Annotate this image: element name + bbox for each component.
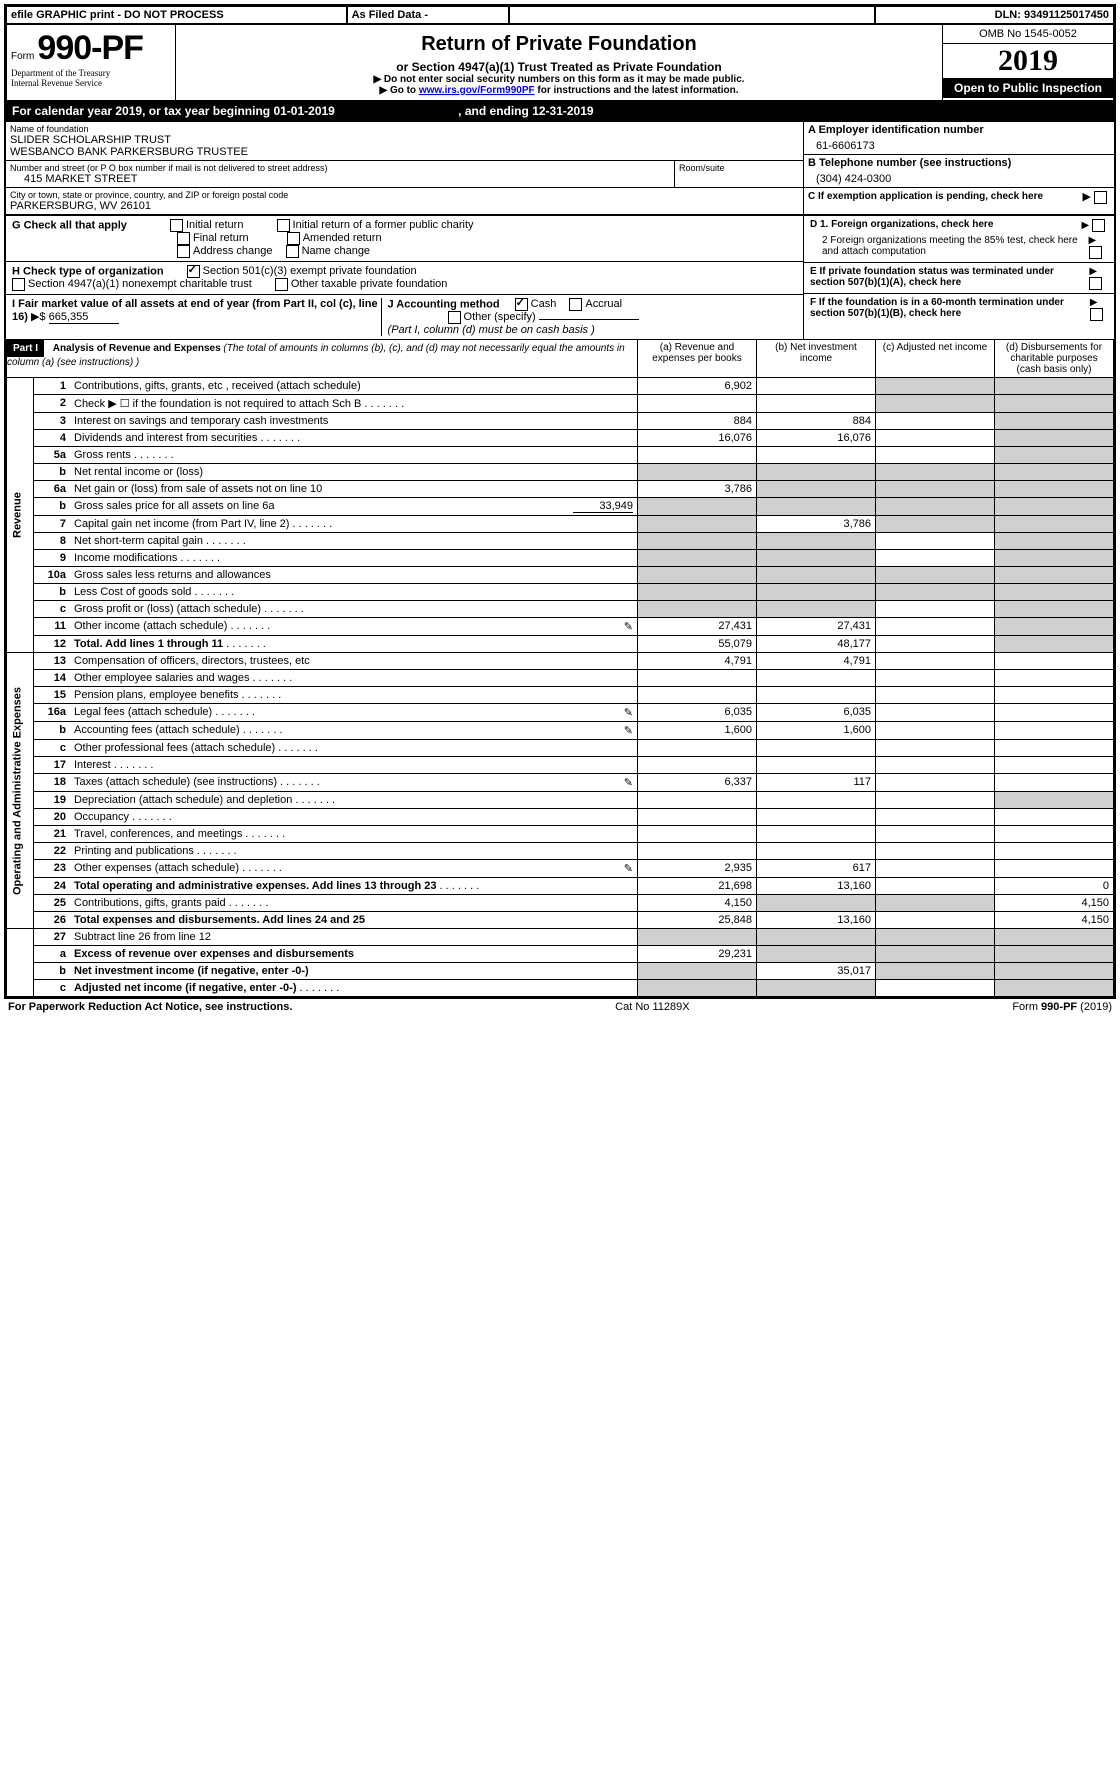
top-bar: efile GRAPHIC print - DO NOT PROCESS As … — [6, 6, 1114, 24]
asfiled: As Filed Data - — [347, 6, 510, 24]
phone: (304) 424-0300 — [808, 169, 1110, 185]
foundation-name-1: SLIDER SCHOLARSHIP TRUST — [10, 134, 799, 146]
form-id-block: Form 990-PF Department of the Treasury I… — [7, 25, 176, 100]
irs-link[interactable]: www.irs.gov/Form990PF — [419, 85, 535, 96]
section-h: H Check type of organization Section 501… — [6, 261, 803, 294]
city-state-zip: PARKERSBURG, WV 26101 — [10, 200, 799, 212]
checkbox-501c3[interactable] — [187, 265, 200, 278]
efile-notice: efile GRAPHIC print - DO NOT PROCESS — [6, 6, 347, 24]
section-j: J Accounting method Cash Accrual Other (… — [381, 298, 797, 336]
spacer — [509, 6, 875, 24]
street-address: 415 MARKET STREET — [10, 173, 670, 185]
part1-table: Part I Analysis of Revenue and Expenses … — [6, 339, 1114, 997]
calendar-year-row: For calendar year 2019, or tax year begi… — [6, 101, 1114, 121]
dln: DLN: 93491125017450 — [875, 6, 1114, 24]
form-title: Return of Private Foundation — [184, 33, 934, 56]
foundation-name-2: WESBANCO BANK PARKERSBURG TRUSTEE — [10, 146, 799, 158]
header-right: OMB No 1545-0052 2019 Open to Public Ins… — [942, 25, 1113, 100]
part1-header: Part I — [7, 340, 44, 357]
section-i: I Fair market value of all assets at end… — [12, 298, 381, 336]
section-g: G Check all that apply Initial return In… — [6, 215, 803, 261]
fmv-assets: 665,355 — [49, 311, 119, 324]
form-title-block: Return of Private Foundation or Section … — [176, 25, 942, 100]
name-label: Name of foundation — [10, 124, 799, 134]
checkbox-cash[interactable] — [515, 298, 528, 311]
footer: For Paperwork Reduction Act Notice, see … — [4, 999, 1116, 1015]
checkbox-accrual[interactable] — [569, 298, 582, 311]
checkbox-c[interactable] — [1094, 191, 1107, 204]
ein: 61-6606173 — [808, 136, 1110, 152]
